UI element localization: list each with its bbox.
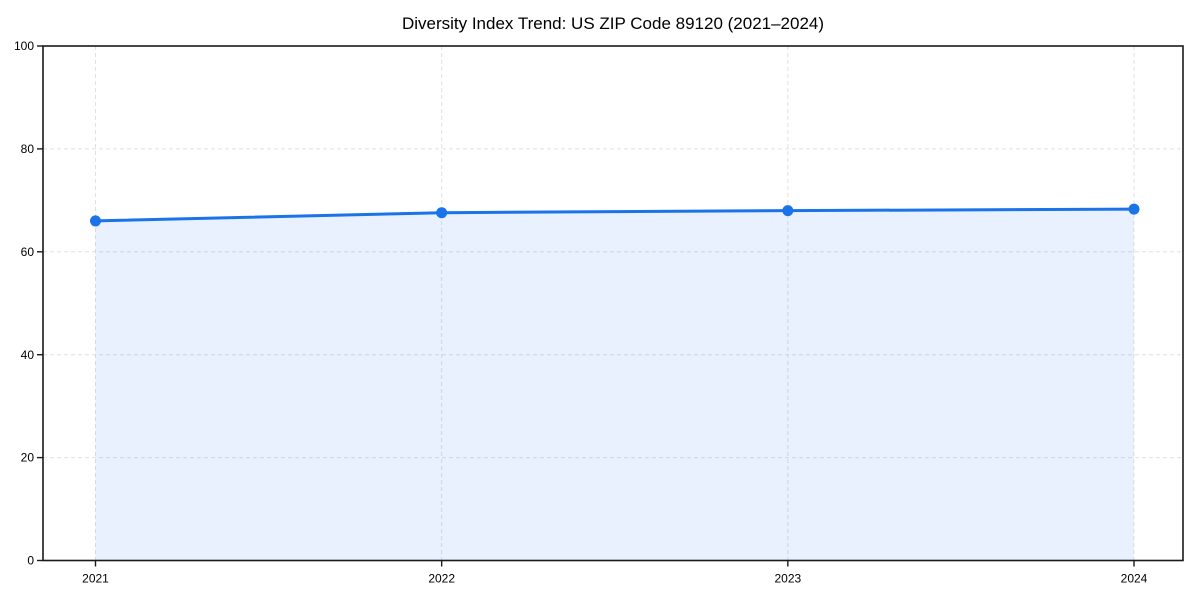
data-point-marker-2023 <box>782 205 794 217</box>
y-tick-label-0: 0 <box>27 554 34 568</box>
y-tick-label-80: 80 <box>21 142 35 156</box>
x-tick-label-2024: 2024 <box>1121 572 1148 586</box>
x-tick-label-2021: 2021 <box>82 572 109 586</box>
x-tick-label-2022: 2022 <box>428 572 455 586</box>
data-point-marker-2021 <box>90 215 101 227</box>
y-tick-label-20: 20 <box>21 451 35 465</box>
y-tick-label-60: 60 <box>21 245 35 259</box>
y-tick-label-100: 100 <box>14 39 34 53</box>
trend-line <box>94 207 1136 223</box>
data-point-marker-2024 <box>1128 203 1140 215</box>
chart-title: Diversity Index Trend: US ZIP Code 89120… <box>402 14 824 33</box>
x-tick-label-2023: 2023 <box>774 572 801 586</box>
data-point-marker-2022 <box>436 207 448 219</box>
plot-group: 0 20 40 60 80 100 2021 2022 2023 2024 <box>14 39 1184 586</box>
area-fill <box>95 209 1134 561</box>
y-tick-label-40: 40 <box>21 348 35 362</box>
plot-border <box>42 45 1184 562</box>
